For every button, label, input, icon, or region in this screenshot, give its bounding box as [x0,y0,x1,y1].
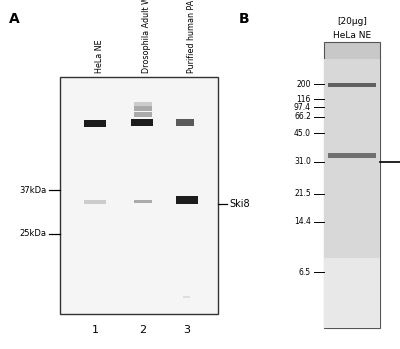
Bar [134,102,152,106]
Text: Ski8: Ski8 [230,199,250,209]
Text: 21.5: 21.5 [294,189,311,198]
Text: 45.0: 45.0 [294,129,311,138]
Bar [328,153,376,158]
Text: 14.4: 14.4 [294,217,311,226]
Bar [134,200,152,203]
Text: 97.4: 97.4 [294,103,311,112]
Bar [84,120,106,127]
Bar [60,77,218,314]
Text: 31.0: 31.0 [294,157,311,166]
Text: Purified human PAF complex: Purified human PAF complex [186,0,196,73]
Bar [324,258,380,328]
Text: B: B [239,12,249,26]
Bar [328,83,376,87]
Text: 2: 2 [139,325,146,335]
Bar [176,119,194,126]
Bar [324,59,380,311]
Bar [84,200,106,204]
Text: 25kDa: 25kDa [19,229,46,238]
Text: HeLa NE: HeLa NE [333,31,371,40]
Bar [324,42,380,328]
Text: 116: 116 [296,95,311,104]
Text: 66.2: 66.2 [294,112,311,121]
Text: 6.5: 6.5 [299,268,311,277]
Text: A: A [9,12,20,26]
Text: [20μg]: [20μg] [337,17,367,26]
Text: HeLa NE: HeLa NE [95,40,104,73]
Text: 200: 200 [296,80,311,89]
Text: 1: 1 [92,325,98,335]
Bar [183,296,190,298]
Bar [176,196,198,204]
Bar [134,112,152,117]
Text: Drosophila Adult WCE: Drosophila Adult WCE [142,0,151,73]
Text: 37kDa: 37kDa [19,186,46,195]
Bar [134,106,152,111]
Bar [131,119,153,126]
Text: 3: 3 [183,325,190,335]
